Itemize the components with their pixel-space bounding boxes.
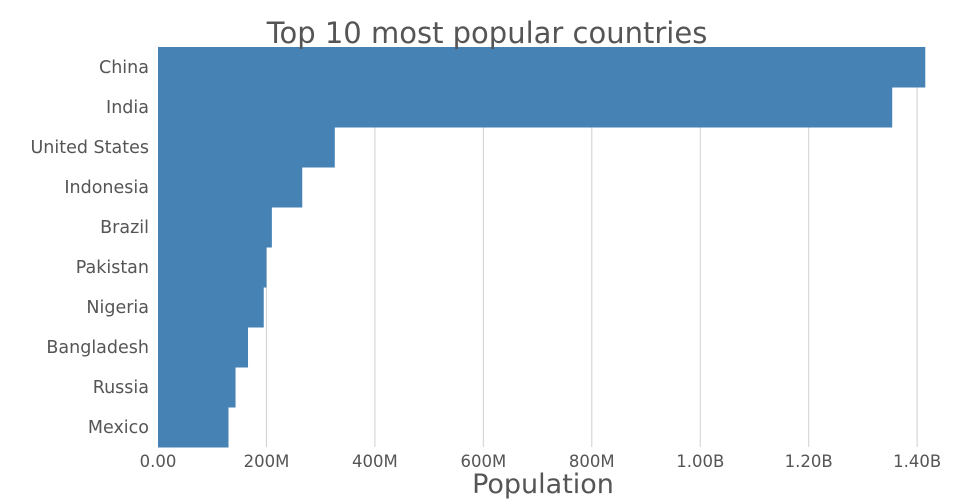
bar-pakistan [158, 247, 267, 288]
x-tick-label: 800M [569, 452, 615, 471]
x-tick-label: 600M [460, 452, 506, 471]
bar-united-states [158, 127, 335, 168]
bar-russia [158, 367, 236, 408]
category-label: United States [30, 138, 149, 158]
category-label: Brazil [100, 218, 149, 238]
x-tick-label: 0.00 [140, 452, 177, 471]
category-label: Nigeria [86, 298, 149, 318]
category-label: India [106, 98, 149, 118]
bar-bangladesh [158, 327, 249, 368]
category-label: Mexico [88, 418, 149, 438]
x-tick-labels: 0.00 200M 400M 600M 800M 1.00B 1.20B 1.40B [140, 452, 942, 471]
bar-india [158, 87, 893, 128]
bar-indonesia [158, 167, 303, 208]
bars [158, 47, 926, 448]
category-label: Indonesia [64, 178, 149, 198]
x-tick-label: 1.20B [785, 452, 833, 471]
x-tick-label: 1.00B [676, 452, 724, 471]
bar-china [158, 47, 926, 88]
x-axis-label: Population [472, 469, 614, 500]
category-label: Bangladesh [46, 338, 149, 358]
category-label: Pakistan [76, 258, 149, 278]
x-tick-label: 200M [244, 452, 290, 471]
bar-mexico [158, 407, 229, 448]
category-labels: China India United States Indonesia Brazil Pa… [30, 58, 149, 438]
x-tick-label: 1.40B [893, 452, 941, 471]
bar-nigeria [158, 287, 264, 328]
bar-brazil [158, 207, 272, 248]
category-label: China [99, 58, 149, 78]
category-label: Russia [93, 378, 149, 398]
x-tick-label: 400M [352, 452, 398, 471]
chart-title: Top 10 most popular countries [266, 16, 708, 50]
